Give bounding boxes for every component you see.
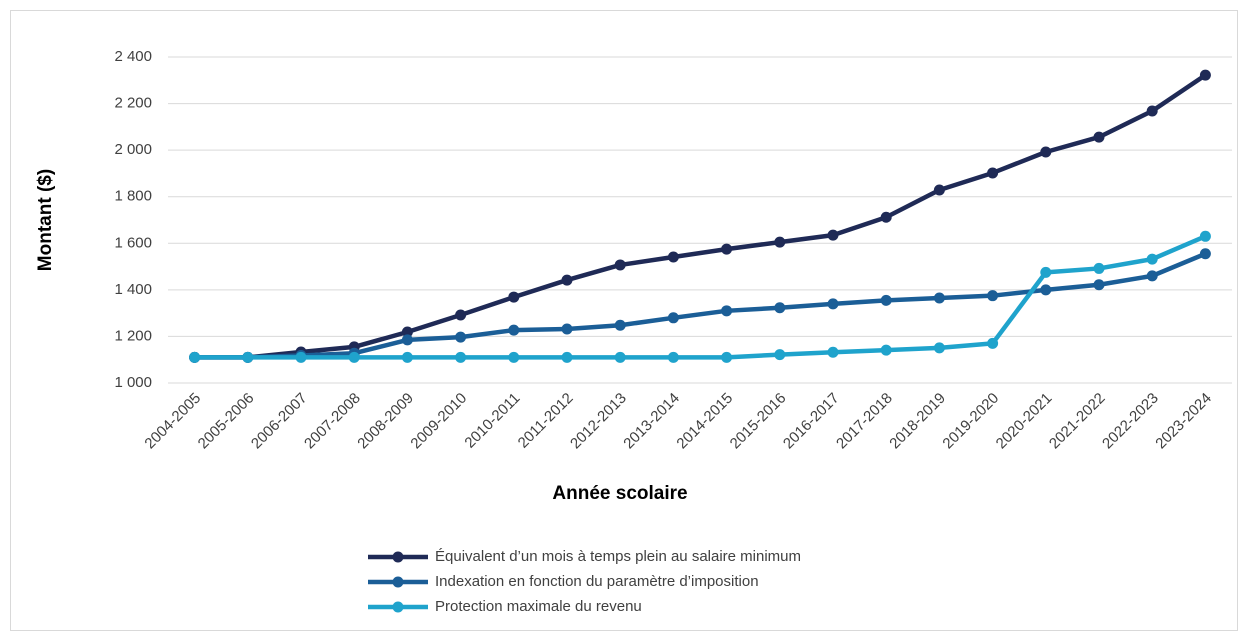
- data-point: [1199, 230, 1211, 242]
- data-point: [1146, 270, 1158, 282]
- legend-label: Indexation en fonction du paramètre d’im…: [435, 573, 759, 590]
- series-line: [194, 234, 1207, 360]
- data-point: [508, 351, 520, 363]
- data-point: [774, 349, 786, 361]
- data-point: [508, 324, 520, 336]
- data-point: [614, 351, 626, 363]
- y-tick-label: 1 200: [114, 327, 152, 344]
- data-point: [827, 346, 839, 358]
- data-point: [987, 290, 999, 302]
- data-point: [455, 309, 467, 321]
- data-point: [1093, 279, 1105, 291]
- data-point: [614, 319, 626, 331]
- y-tick-label: 2 200: [114, 95, 152, 112]
- data-point: [667, 251, 679, 263]
- y-tick-label: 2 000: [114, 141, 152, 158]
- legend-marker: [392, 576, 404, 588]
- data-point: [827, 229, 839, 241]
- legend-label: Protection maximale du revenu: [435, 598, 642, 615]
- data-point: [721, 305, 733, 317]
- data-point: [1093, 262, 1105, 274]
- data-point: [987, 167, 999, 179]
- data-point: [455, 331, 467, 343]
- series-line: [194, 73, 1207, 360]
- data-point: [295, 351, 307, 363]
- data-point: [667, 351, 679, 363]
- data-point: [1040, 284, 1052, 296]
- data-point: [561, 274, 573, 286]
- data-point: [1146, 105, 1158, 117]
- data-point: [401, 351, 413, 363]
- data-point: [721, 351, 733, 363]
- data-point: [1199, 248, 1211, 260]
- data-point: [880, 344, 892, 356]
- data-point: [987, 337, 999, 349]
- x-axis-title: Année scolaire: [552, 483, 687, 504]
- legend-marker: [392, 601, 404, 613]
- data-point: [348, 351, 360, 363]
- data-point: [721, 243, 733, 255]
- data-point: [189, 351, 201, 363]
- data-point: [933, 184, 945, 196]
- data-point: [614, 259, 626, 271]
- y-tick-label: 2 400: [114, 48, 152, 65]
- data-point: [933, 292, 945, 304]
- data-point: [1040, 146, 1052, 158]
- data-point: [827, 298, 839, 310]
- data-point: [1040, 266, 1052, 278]
- data-point: [667, 312, 679, 324]
- chart-frame: [10, 10, 1238, 631]
- data-point: [1093, 131, 1105, 143]
- legend-marker: [392, 551, 404, 563]
- y-tick-label: 1 600: [114, 234, 152, 251]
- data-point: [880, 211, 892, 223]
- series-line: [194, 251, 1207, 360]
- data-point: [242, 351, 254, 363]
- data-point: [508, 291, 520, 303]
- data-point: [401, 326, 413, 338]
- data-point: [401, 334, 413, 346]
- data-point: [561, 323, 573, 335]
- y-axis-title: Montant ($): [35, 169, 56, 271]
- y-tick-label: 1 800: [114, 188, 152, 205]
- data-point: [561, 351, 573, 363]
- legend-label: Équivalent d’un mois à temps plein au sa…: [435, 548, 801, 565]
- data-point: [933, 342, 945, 354]
- data-point: [1146, 253, 1158, 265]
- data-point: [455, 351, 467, 363]
- data-point: [1199, 69, 1211, 81]
- y-tick-label: 1 000: [114, 374, 152, 391]
- y-tick-label: 1 400: [114, 281, 152, 298]
- data-point: [880, 294, 892, 306]
- data-point: [774, 302, 786, 314]
- data-point: [774, 236, 786, 248]
